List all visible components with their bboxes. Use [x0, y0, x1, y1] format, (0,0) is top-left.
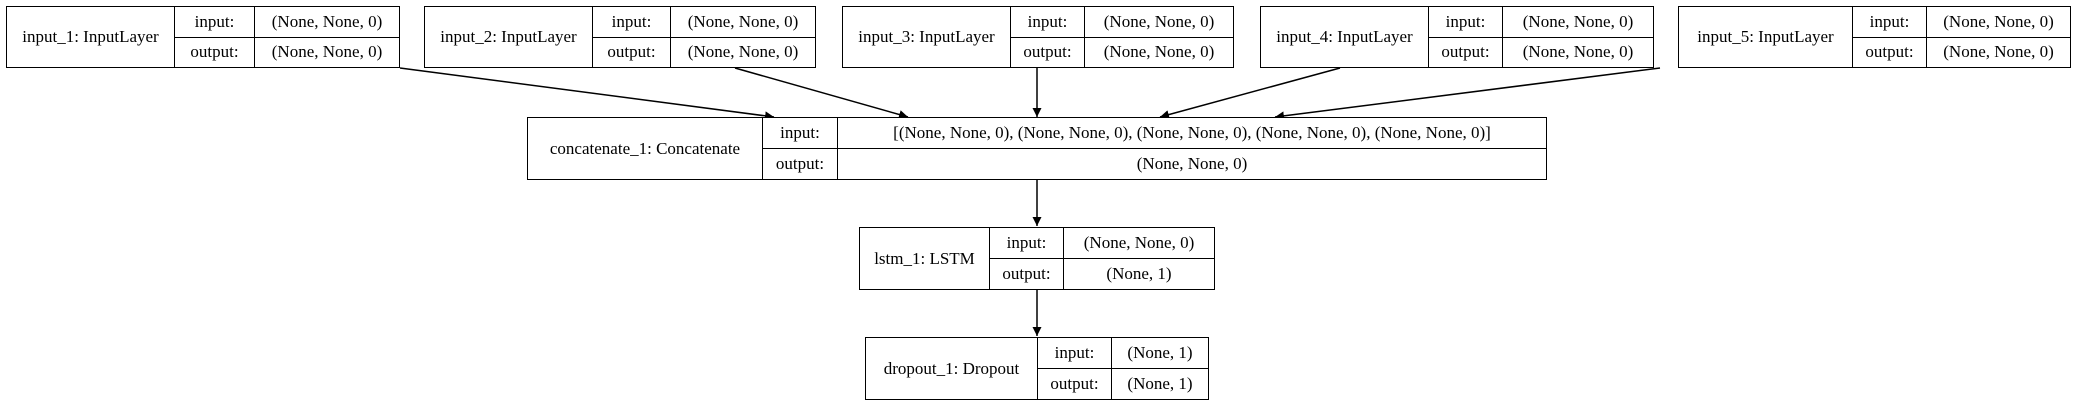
input-shape: (None, None, 0) — [271, 11, 383, 31]
input-shape: (None, None, 0) — [1943, 11, 2054, 31]
edge-input_2-concatenate_1 — [734, 67, 909, 119]
output-label: output: — [1011, 37, 1085, 67]
input-shape: (None, None, 0) — [1103, 11, 1215, 31]
input-shape: (None, None, 0) — [1522, 11, 1634, 31]
input-label: input: — [1011, 7, 1085, 37]
input-shape: (None, None, 0) — [1083, 233, 1195, 252]
node-name: input_5: InputLayer — [1679, 7, 1853, 67]
edge-input_5-concatenate_1 — [1274, 67, 1661, 121]
input-shape: [(None, None, 0), (None, None, 0), (None… — [893, 123, 1491, 142]
input-label: input: — [1853, 7, 1927, 37]
output-label: output: — [1429, 37, 1503, 67]
input-label: input: — [763, 118, 838, 148]
output-shape: (None, None, 0) — [1522, 42, 1634, 62]
output-shape: (None, None, 0) — [1136, 154, 1248, 173]
node-name: input_4: InputLayer — [1261, 7, 1429, 67]
node-name: concatenate_1: Concatenate — [528, 118, 763, 179]
input-shape: (None, None, 0) — [687, 11, 799, 31]
input-label: input: — [990, 228, 1064, 258]
node-dropout-1: dropout_1: Dropout input: (None, 1) outpu… — [865, 337, 1209, 400]
output-label: output: — [175, 37, 255, 67]
node-name: dropout_1: Dropout — [866, 338, 1038, 399]
node-name: lstm_1: LSTM — [860, 228, 990, 289]
output-label: output: — [763, 149, 838, 179]
node-lstm-1: lstm_1: LSTM input: (None, None, 0) outpu… — [859, 227, 1215, 290]
output-label: output: — [593, 37, 671, 67]
node-input-1: input_1: InputLayer input: (None, None, 0… — [6, 6, 400, 68]
output-shape: (None, None, 0) — [271, 42, 383, 62]
output-shape: (None, 1) — [1106, 264, 1172, 283]
output-label: output: — [1038, 369, 1112, 399]
output-shape: (None, None, 0) — [687, 42, 799, 62]
input-label: input: — [593, 7, 671, 37]
node-concatenate-1: concatenate_1: Concatenate input: [(None,… — [527, 117, 1547, 180]
edge-input_1-concatenate_1 — [399, 67, 775, 121]
output-shape: (None, None, 0) — [1103, 42, 1215, 62]
node-input-4: input_4: InputLayer input: (None, None, 0… — [1260, 6, 1654, 68]
input-shape: (None, 1) — [1127, 343, 1193, 362]
output-label: output: — [1853, 37, 1927, 67]
edge-input_4-concatenate_1 — [1159, 67, 1341, 119]
node-input-2: input_2: InputLayer input: (None, None, 0… — [424, 6, 816, 68]
node-name: input_1: InputLayer — [7, 7, 175, 67]
output-shape: (None, 1) — [1127, 374, 1193, 393]
node-name: input_3: InputLayer — [843, 7, 1011, 67]
input-label: input: — [1429, 7, 1503, 37]
input-label: input: — [175, 7, 255, 37]
node-input-5: input_5: InputLayer input: (None, None, 0… — [1678, 6, 2071, 68]
output-label: output: — [990, 259, 1064, 289]
output-shape: (None, None, 0) — [1943, 42, 2054, 62]
input-label: input: — [1038, 338, 1112, 368]
node-name: input_2: InputLayer — [425, 7, 593, 67]
node-input-3: input_3: InputLayer input: (None, None, 0… — [842, 6, 1234, 68]
